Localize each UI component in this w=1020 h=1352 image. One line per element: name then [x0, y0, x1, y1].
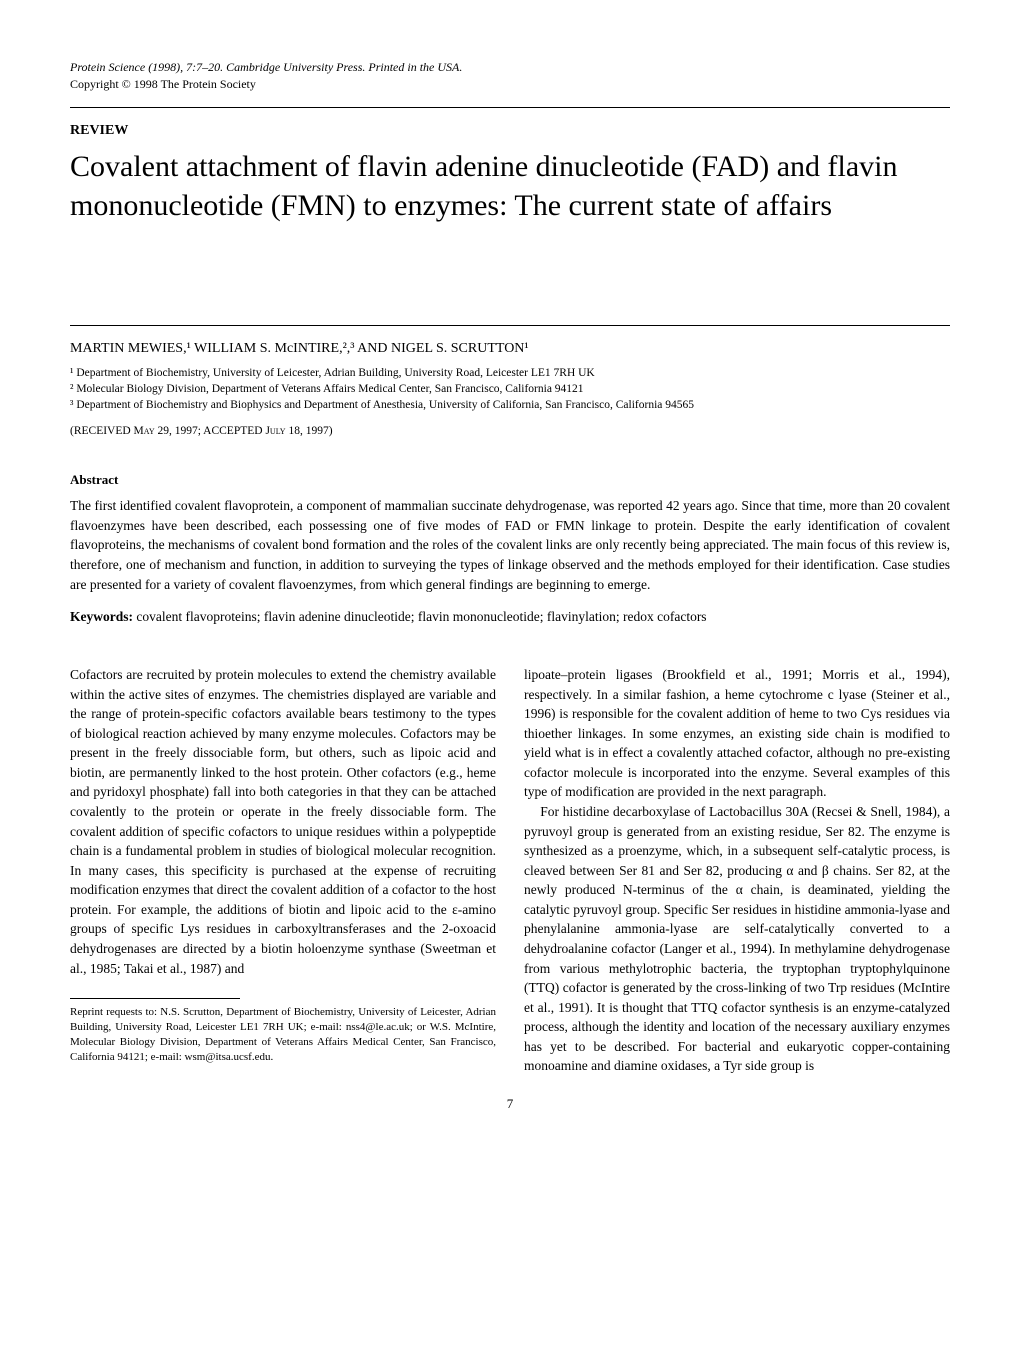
- article-title: Covalent attachment of flavin adenine di…: [70, 147, 950, 225]
- affiliations: ¹ Department of Biochemistry, University…: [70, 365, 950, 413]
- reprint-requests: Reprint requests to: N.S. Scrutton, Depa…: [70, 1005, 496, 1064]
- body-columns: Cofactors are recruited by protein molec…: [70, 665, 950, 1076]
- review-label: REVIEW: [70, 123, 950, 139]
- body-left-p1: Cofactors are recruited by protein molec…: [70, 665, 496, 978]
- keywords-line: Keywords: covalent flavoproteins; flavin…: [70, 609, 950, 625]
- abstract-text: The first identified covalent flavoprote…: [70, 496, 950, 594]
- journal-info: Protein Science (1998), 7:7–20. Cambridg…: [70, 60, 950, 75]
- abstract-heading: Abstract: [70, 472, 950, 488]
- keywords-label: Keywords:: [70, 609, 133, 624]
- left-column: Cofactors are recruited by protein molec…: [70, 665, 496, 1076]
- copyright-line: Copyright © 1998 The Protein Society: [70, 77, 950, 92]
- top-rule: [70, 107, 950, 108]
- body-right-p2: For histidine decarboxylase of Lactobaci…: [524, 802, 950, 1076]
- dates-line: (RECEIVED May 29, 1997; ACCEPTED July 18…: [70, 425, 950, 437]
- affiliation-2: ² Molecular Biology Division, Department…: [70, 381, 950, 397]
- reprint-rule: [70, 998, 240, 999]
- body-right-p1: lipoate–protein ligases (Brookfield et a…: [524, 665, 950, 802]
- affiliation-3: ³ Department of Biochemistry and Biophys…: [70, 397, 950, 413]
- page-number: 7: [70, 1096, 950, 1112]
- authors-line: MARTIN MEWIES,¹ WILLIAM S. McINTIRE,²,³ …: [70, 341, 950, 357]
- mid-rule: [70, 325, 950, 326]
- keywords-text: covalent flavoproteins; flavin adenine d…: [133, 609, 707, 624]
- right-column: lipoate–protein ligases (Brookfield et a…: [524, 665, 950, 1076]
- affiliation-1: ¹ Department of Biochemistry, University…: [70, 365, 950, 381]
